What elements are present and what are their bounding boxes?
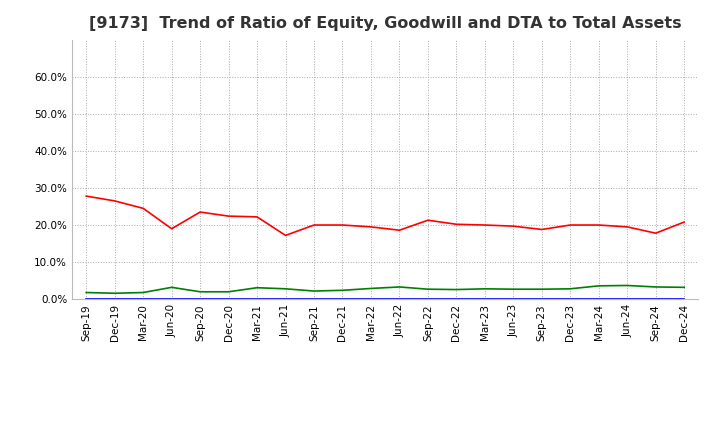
Deferred Tax Assets [225, 289, 233, 294]
Equity [452, 222, 461, 227]
Equity [167, 226, 176, 231]
Deferred Tax Assets [282, 286, 290, 291]
Equity [225, 213, 233, 219]
Equity [395, 227, 404, 233]
Equity [680, 220, 688, 225]
Deferred Tax Assets [139, 290, 148, 295]
Deferred Tax Assets [452, 287, 461, 292]
Goodwill [509, 297, 518, 302]
Equity [623, 224, 631, 230]
Deferred Tax Assets [480, 286, 489, 291]
Goodwill [480, 297, 489, 302]
Goodwill [310, 297, 318, 302]
Equity [566, 222, 575, 227]
Deferred Tax Assets [680, 285, 688, 290]
Equity [509, 224, 518, 229]
Equity [338, 222, 347, 227]
Goodwill [338, 297, 347, 302]
Goodwill [196, 297, 204, 302]
Deferred Tax Assets [652, 284, 660, 290]
Goodwill [595, 297, 603, 302]
Deferred Tax Assets [395, 284, 404, 290]
Goodwill [110, 297, 119, 302]
Deferred Tax Assets [366, 286, 375, 291]
Deferred Tax Assets [110, 291, 119, 296]
Goodwill [537, 297, 546, 302]
Goodwill [680, 297, 688, 302]
Equity [423, 217, 432, 223]
Goodwill [167, 297, 176, 302]
Equity [82, 194, 91, 199]
Goodwill [566, 297, 575, 302]
Goodwill [282, 297, 290, 302]
Line: Equity: Equity [86, 196, 684, 235]
Goodwill [652, 297, 660, 302]
Deferred Tax Assets [196, 289, 204, 294]
Deferred Tax Assets [167, 285, 176, 290]
Line: Deferred Tax Assets: Deferred Tax Assets [86, 286, 684, 293]
Goodwill [623, 297, 631, 302]
Deferred Tax Assets [623, 283, 631, 288]
Deferred Tax Assets [253, 285, 261, 290]
Equity [310, 222, 318, 227]
Equity [139, 205, 148, 211]
Equity [537, 227, 546, 232]
Deferred Tax Assets [566, 286, 575, 291]
Equity [282, 233, 290, 238]
Deferred Tax Assets [338, 288, 347, 293]
Goodwill [225, 297, 233, 302]
Title: [9173]  Trend of Ratio of Equity, Goodwill and DTA to Total Assets: [9173] Trend of Ratio of Equity, Goodwil… [89, 16, 682, 32]
Goodwill [395, 297, 404, 302]
Goodwill [139, 297, 148, 302]
Equity [366, 224, 375, 230]
Goodwill [423, 297, 432, 302]
Deferred Tax Assets [423, 286, 432, 292]
Goodwill [366, 297, 375, 302]
Deferred Tax Assets [509, 286, 518, 292]
Equity [480, 222, 489, 227]
Goodwill [253, 297, 261, 302]
Equity [652, 231, 660, 236]
Equity [595, 222, 603, 227]
Equity [196, 209, 204, 215]
Deferred Tax Assets [310, 288, 318, 293]
Deferred Tax Assets [82, 290, 91, 295]
Goodwill [452, 297, 461, 302]
Equity [110, 198, 119, 204]
Deferred Tax Assets [537, 286, 546, 292]
Equity [253, 214, 261, 220]
Deferred Tax Assets [595, 283, 603, 289]
Goodwill [82, 297, 91, 302]
